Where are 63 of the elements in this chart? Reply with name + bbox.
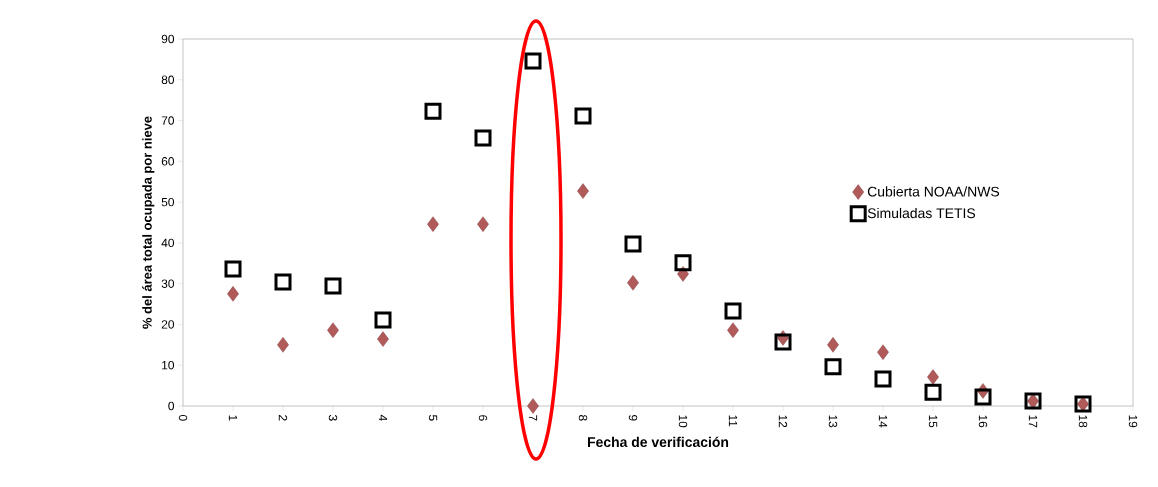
point — [324, 277, 342, 295]
point — [624, 235, 642, 253]
x-tick-label: 17 — [1028, 415, 1038, 428]
point — [574, 107, 592, 125]
point — [627, 275, 639, 291]
x-tick-label: 12 — [778, 415, 788, 428]
x-tick-label: 15 — [928, 415, 938, 428]
point — [724, 302, 742, 320]
y-tick-label: 40 — [161, 238, 175, 248]
x-tick-label: 6 — [478, 415, 488, 421]
x-tick-label: 18 — [1078, 415, 1088, 428]
point — [427, 216, 439, 232]
x-tick-label: 0 — [178, 414, 188, 421]
point — [527, 398, 539, 414]
point — [377, 331, 389, 347]
y-axis-title: % del área total ocupada por nieve — [142, 116, 155, 329]
point — [327, 322, 339, 338]
x-axis-title: Fecha de verificación — [588, 436, 729, 448]
point — [727, 322, 739, 338]
x-tick-label: 2 — [278, 415, 288, 421]
point — [927, 369, 939, 385]
x-tick-label: 16 — [978, 415, 988, 428]
legend-label: Simuladas TETIS — [867, 207, 976, 219]
point — [874, 370, 892, 388]
y-tick-label: 90 — [161, 34, 175, 44]
x-tick-label: 8 — [578, 415, 588, 421]
point — [877, 344, 889, 360]
x-tick-label: 19 — [1128, 415, 1138, 428]
y-tick-label: 50 — [161, 197, 175, 207]
point — [577, 183, 589, 199]
point — [474, 129, 492, 147]
y-tick-label: 70 — [161, 116, 175, 125]
y-tick-label: 80 — [161, 75, 175, 84]
x-tick-label: 13 — [828, 415, 838, 428]
x-tick-label: 9 — [628, 415, 638, 421]
x-tick-label: 11 — [728, 415, 738, 427]
point — [374, 311, 392, 329]
point — [674, 254, 692, 272]
y-tick-label: 0 — [168, 401, 175, 411]
point — [524, 52, 542, 70]
point — [924, 383, 942, 401]
y-tick-label: 30 — [161, 279, 175, 288]
point — [277, 337, 289, 353]
point — [774, 333, 792, 351]
point — [424, 102, 442, 120]
y-tick-label: 10 — [162, 360, 175, 370]
point — [827, 337, 839, 353]
legend-label: Cubierta NOAA/NWS — [867, 186, 1000, 197]
x-tick-label: 4 — [378, 414, 388, 421]
point — [227, 286, 239, 302]
point — [477, 216, 489, 232]
x-tick-label: 5 — [428, 415, 438, 421]
y-tick-label: 20 — [161, 320, 175, 329]
y-tick-label: 60 — [161, 157, 175, 166]
x-tick-label: 14 — [878, 415, 888, 428]
x-tick-label: 7 — [528, 415, 538, 421]
point — [224, 260, 242, 278]
point — [974, 388, 992, 406]
x-tick-label: 1 — [228, 415, 238, 421]
x-tick-label: 3 — [328, 414, 338, 421]
point — [274, 273, 292, 291]
x-tick-label: 10 — [678, 415, 688, 428]
point — [824, 358, 842, 376]
